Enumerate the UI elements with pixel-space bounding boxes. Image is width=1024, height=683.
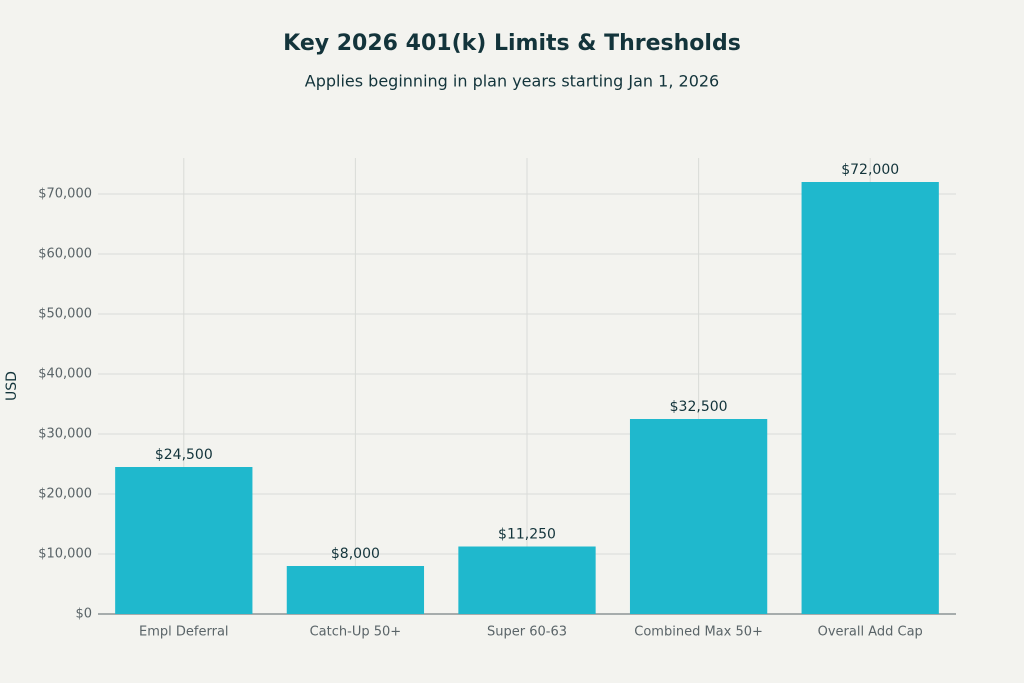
value-label: $32,500 bbox=[670, 399, 728, 415]
y-tick-label: $60,000 bbox=[38, 247, 92, 262]
x-tick-label: Catch-Up 50+ bbox=[310, 625, 402, 640]
y-tick-label: $0 bbox=[75, 607, 92, 622]
chart-subtitle: Applies beginning in plan years starting… bbox=[305, 72, 719, 91]
bar bbox=[458, 546, 596, 614]
y-tick-label: $70,000 bbox=[38, 187, 92, 202]
x-tick-label: Combined Max 50+ bbox=[634, 625, 763, 640]
x-tick-label: Super 60-63 bbox=[487, 625, 567, 640]
value-label: $8,000 bbox=[331, 546, 380, 562]
y-tick-label: $50,000 bbox=[38, 307, 92, 322]
chart-title: Key 2026 401(k) Limits & Thresholds bbox=[283, 31, 741, 56]
bar bbox=[286, 566, 425, 614]
bar bbox=[115, 467, 253, 614]
y-axis-label: USD bbox=[4, 371, 20, 401]
y-tick-label: $10,000 bbox=[38, 547, 92, 562]
x-tick-label: Overall Add Cap bbox=[818, 625, 923, 640]
bar bbox=[629, 419, 768, 614]
value-label: $11,250 bbox=[498, 527, 556, 543]
value-label: $24,500 bbox=[155, 447, 213, 463]
y-tick-label: $30,000 bbox=[38, 427, 92, 442]
y-tick-label: $20,000 bbox=[38, 487, 92, 502]
x-tick-label: Empl Deferral bbox=[139, 625, 229, 640]
value-label: $72,000 bbox=[841, 162, 899, 178]
y-tick-label: $40,000 bbox=[38, 367, 92, 382]
bar bbox=[801, 182, 939, 614]
